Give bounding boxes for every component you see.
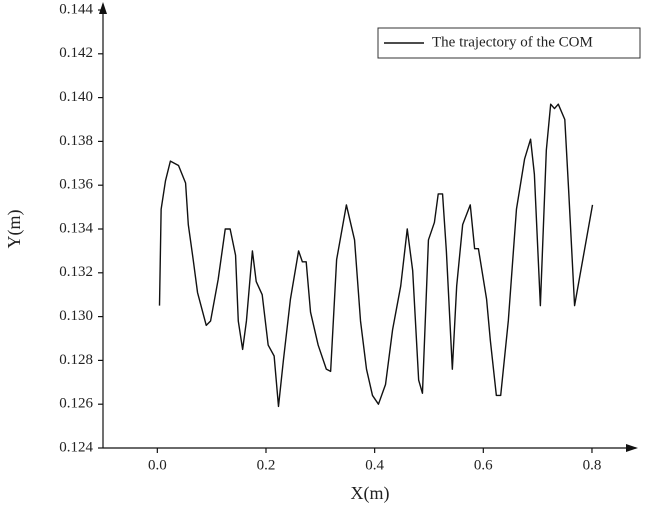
x-tick-label: 0.8 xyxy=(583,457,602,473)
x-tick-label: 0.0 xyxy=(148,457,167,473)
y-tick-label: 0.142 xyxy=(59,45,93,61)
y-tick-label: 0.140 xyxy=(59,89,93,105)
x-axis-label: X(m) xyxy=(351,483,390,504)
x-tick-label: 0.6 xyxy=(474,457,493,473)
data-line xyxy=(158,103,594,408)
y-tick-label: 0.136 xyxy=(59,177,93,193)
legend-label: The trajectory of the COM xyxy=(432,34,593,50)
x-tick-label: 0.2 xyxy=(257,457,276,473)
x-axis-arrow xyxy=(626,444,638,452)
y-tick-label: 0.144 xyxy=(59,1,93,17)
y-axis-arrow xyxy=(99,2,107,14)
y-tick-label: 0.132 xyxy=(59,264,93,280)
y-tick-label: 0.138 xyxy=(59,133,93,149)
y-tick-label: 0.124 xyxy=(59,439,93,455)
y-tick-label: 0.134 xyxy=(59,220,93,236)
y-tick-label: 0.126 xyxy=(59,396,93,412)
x-tick-label: 0.4 xyxy=(365,457,384,473)
y-tick-label: 0.130 xyxy=(59,308,93,324)
y-axis-label: Y(m) xyxy=(4,210,25,249)
y-tick-label: 0.128 xyxy=(59,352,93,368)
